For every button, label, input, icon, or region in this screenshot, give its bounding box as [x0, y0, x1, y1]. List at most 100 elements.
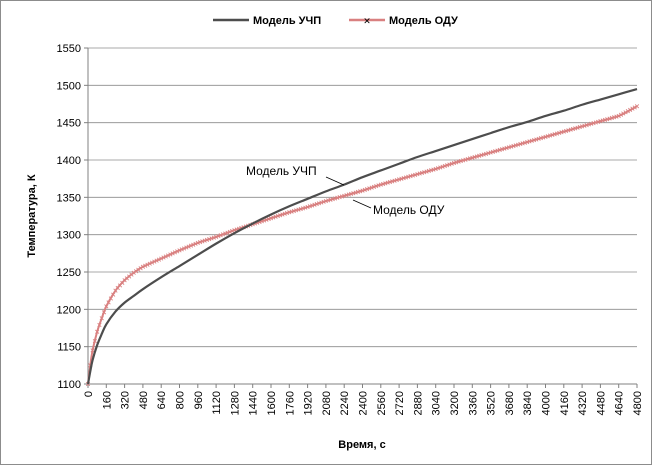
point-odu	[188, 243, 194, 248]
x-tick-label: 1120	[211, 391, 223, 415]
y-tick-label: 1300	[57, 230, 81, 242]
x-tick-label: 3360	[467, 391, 479, 415]
x-tick-label: 480	[138, 391, 150, 409]
x-tick-label: 3040	[431, 391, 443, 415]
point-odu	[99, 316, 104, 321]
x-tick-label: 4640	[614, 391, 626, 415]
x-tick-label: 160	[101, 391, 113, 409]
point-odu	[216, 233, 221, 239]
x-tick-label: 2080	[321, 391, 333, 415]
point-odu	[225, 230, 230, 235]
series-line-uchp	[86, 88, 638, 385]
point-odu	[133, 269, 139, 274]
point-odu	[186, 244, 191, 249]
x-tick-label: 2400	[358, 391, 370, 415]
x-tick-label: 0	[83, 391, 95, 397]
x-tick-label: 1760	[284, 391, 296, 415]
point-odu	[193, 241, 198, 246]
y-tick-label: 1500	[57, 80, 81, 92]
annotation-uchp-leader	[325, 176, 345, 186]
point-odu	[634, 104, 640, 109]
x-tick-label: 640	[156, 391, 168, 409]
point-odu	[618, 112, 624, 117]
point-odu	[163, 254, 168, 259]
point-odu	[181, 246, 187, 251]
point-odu	[106, 300, 111, 305]
x-tick-label: 3520	[486, 391, 498, 415]
x-tick-label: 4320	[577, 391, 589, 415]
x-tick-label: 4000	[541, 391, 553, 415]
x-tick-label: 4480	[595, 391, 607, 415]
y-axis: 1100 1150 1200 1250 1300 1350 1400 1450 1500 1550	[57, 43, 88, 391]
point-odu	[165, 253, 171, 258]
x-tick-label: 2560	[376, 391, 388, 415]
series-uchp	[86, 88, 638, 385]
point-odu	[152, 259, 157, 264]
point-odu	[213, 234, 219, 240]
point-odu	[628, 107, 633, 112]
point-odu	[143, 263, 148, 268]
point-odu	[92, 338, 97, 344]
x-tick-label: 4800	[632, 391, 644, 415]
point-odu	[177, 248, 182, 253]
x-tick-label: 3680	[504, 391, 516, 415]
x-tick-label: 960	[193, 391, 205, 409]
point-odu	[161, 255, 166, 260]
point-odu	[170, 251, 175, 256]
annotation-odu-leader	[352, 199, 372, 209]
point-odu	[149, 260, 155, 265]
x-tick-label: 2240	[339, 391, 351, 415]
point-odu	[101, 310, 107, 315]
y-tick-label: 1150	[57, 342, 81, 354]
x-tick-label: 1920	[303, 391, 315, 415]
point-odu	[175, 249, 180, 254]
series-odu	[85, 104, 640, 387]
y-tick-label: 1350	[57, 192, 81, 204]
point-odu	[616, 113, 621, 119]
legend-marker-odu: ✕	[363, 16, 371, 26]
point-odu	[621, 111, 626, 116]
point-odu	[147, 261, 152, 266]
point-odu	[191, 242, 196, 247]
y-tick-label: 1550	[57, 43, 81, 55]
x-tick-label: 3200	[449, 391, 461, 415]
x-tick-label: 800	[175, 391, 187, 409]
x-tick-label: 2720	[394, 391, 406, 415]
point-odu	[140, 264, 146, 269]
point-odu	[220, 232, 226, 237]
annotation-uchp: Модель УЧП	[246, 164, 317, 178]
point-odu	[104, 304, 109, 309]
point-odu	[229, 228, 235, 234]
point-odu	[90, 348, 95, 353]
point-odu	[131, 270, 136, 275]
y-tick-label: 1450	[57, 118, 81, 130]
x-tick-label: 1440	[248, 391, 260, 415]
y-tick-label: 1100	[57, 379, 81, 391]
point-odu	[154, 258, 159, 263]
point-odu	[111, 292, 116, 297]
point-odu	[223, 231, 228, 236]
x-tick-label: 2880	[412, 391, 424, 415]
point-odu	[184, 245, 189, 250]
x-tick-label: 4160	[559, 391, 571, 415]
point-odu	[623, 110, 628, 115]
y-axis-title: Температура, К	[26, 174, 38, 257]
point-odu	[145, 262, 150, 267]
y-tick-label: 1200	[57, 304, 81, 316]
annotation-odu: Модель ОДУ	[373, 203, 445, 217]
point-odu	[172, 250, 178, 255]
point-odu	[156, 257, 162, 262]
legend: Модель УЧП ✕ Модель ОДУ	[213, 15, 458, 27]
point-odu	[179, 247, 184, 252]
y-gridlines	[88, 47, 637, 348]
x-tick-label: 1280	[229, 391, 241, 415]
point-odu	[227, 229, 232, 234]
y-tick-label: 1400	[57, 155, 81, 167]
point-odu	[625, 108, 630, 114]
legend-label-uchp: Модель УЧП	[253, 15, 321, 27]
point-odu	[108, 296, 113, 301]
x-tick-label: 320	[120, 391, 132, 409]
point-odu	[630, 106, 635, 111]
point-odu	[136, 267, 141, 272]
